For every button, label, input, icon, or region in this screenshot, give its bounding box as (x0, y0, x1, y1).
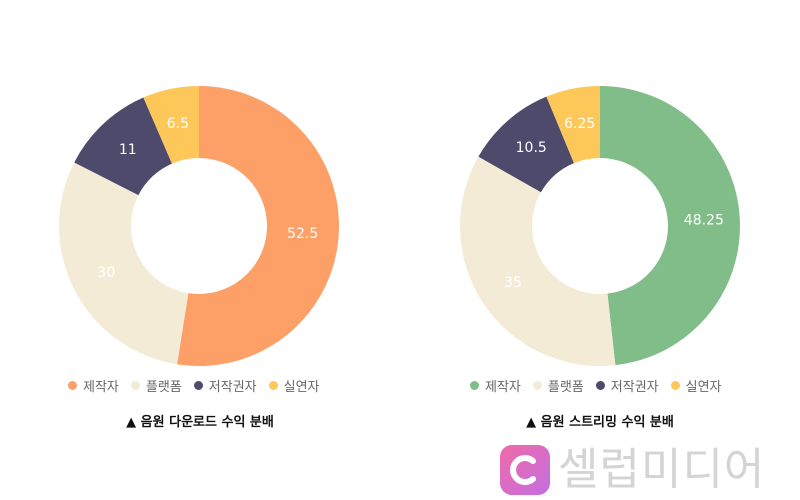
legend-label: 저작권자 (610, 379, 659, 395)
data-label-platform: 35 (504, 275, 522, 291)
legend-swatch (595, 380, 605, 390)
legend-item-performer: 실연자 (268, 376, 320, 395)
legend-streaming: 제작자 플랫폼 저작권자 실연자 (470, 375, 722, 395)
legend-item-copyright-holder: 저작권자 (193, 376, 257, 395)
donut-chart-streaming: 48.25 35 10.5 6.25 (460, 86, 741, 367)
legend-item-copyright-holder: 저작권자 (595, 376, 659, 395)
donut-slice-performer (546, 86, 600, 164)
donut-slice-copyright-holder (74, 97, 172, 196)
legend-item-producer: 제작자 (68, 376, 119, 395)
donut-slice-copyright-holder (478, 96, 574, 193)
data-label-performer: 6.5 (167, 116, 189, 132)
donut-slice-platform (59, 162, 189, 365)
data-label-platform: 30 (97, 265, 115, 281)
legend-item-platform: 플랫폼 (130, 376, 182, 395)
legend-label: 플랫폼 (547, 379, 584, 395)
donut-slice-platform (460, 156, 616, 367)
legend-item-producer: 제작자 (470, 376, 521, 395)
data-label-performer: 6.25 (564, 116, 595, 132)
data-label-producer: 52.5 (287, 226, 318, 242)
chart-caption-streaming: ▲ 음원 스트리밍 수익 분배 (526, 415, 674, 430)
watermark-text: 셀럽미디어 (558, 444, 766, 495)
legend-swatch (470, 380, 479, 390)
legend-label: 플랫폼 (145, 379, 182, 395)
legend-swatch (670, 380, 680, 390)
legend-label: 저작권자 (208, 379, 257, 395)
legend-item-platform: 플랫폼 (532, 376, 584, 395)
donut-chart-download: 52.5 30 11 6.5 (59, 86, 340, 366)
legend-swatch (68, 380, 77, 390)
legend-label: 제작자 (83, 379, 119, 395)
c-logo-icon (500, 445, 550, 495)
chart-caption-download: ▲ 음원 다운로드 수익 분배 (126, 415, 274, 430)
legend-label: 실연자 (283, 379, 320, 395)
legend-download: 제작자 플랫폼 저작권자 실연자 (68, 375, 320, 395)
legend-item-performer: 실연자 (670, 376, 722, 395)
legend-swatch (193, 380, 203, 390)
donut-slice-producer (600, 86, 741, 366)
legend-label: 제작자 (485, 379, 521, 395)
legend-swatch (268, 380, 278, 390)
donut-slice-performer (143, 86, 199, 164)
watermark: 셀럽미디어 (500, 440, 800, 500)
data-label-copyright-holder: 11 (119, 142, 137, 158)
legend-swatch (532, 380, 542, 390)
legend-label: 실연자 (685, 379, 722, 395)
donut-slice-producer (177, 86, 340, 366)
data-label-copyright-holder: 10.5 (516, 140, 547, 156)
legend-swatch (130, 380, 140, 390)
data-label-producer: 48.25 (684, 212, 724, 228)
